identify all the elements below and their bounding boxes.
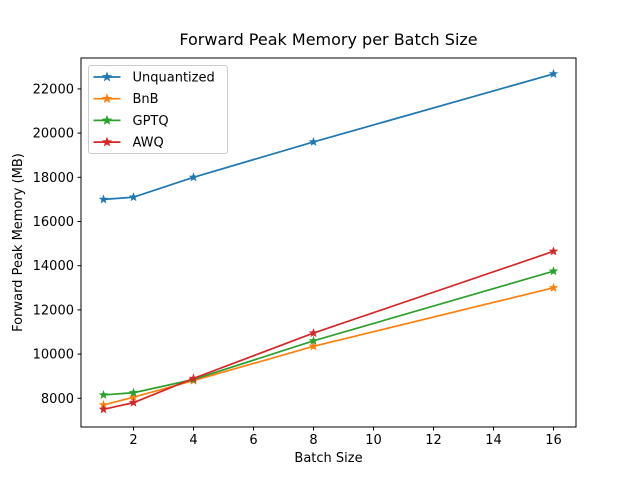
x-tick-label: 4	[189, 433, 197, 448]
legend: Unquantized BnB GPTQ AWQ	[88, 65, 228, 154]
series-group	[98, 68, 559, 414]
y-tick-label: 20000	[33, 127, 74, 142]
x-tick-label: 6	[249, 433, 257, 448]
data-point-marker-unquantized	[98, 194, 109, 204]
data-point-marker-awq	[548, 246, 559, 256]
x-tick-label: 16	[545, 433, 562, 448]
data-point-marker-unquantized	[308, 136, 319, 147]
data-point-marker-gptq	[128, 387, 139, 397]
legend-box	[88, 65, 228, 154]
data-point-marker-awq	[188, 373, 199, 383]
data-point-marker-awq	[308, 328, 319, 338]
legend-label-gptq: GPTQ	[133, 114, 169, 129]
legend-marker-unquantized	[101, 71, 113, 82]
data-point-marker-gptq	[98, 389, 109, 400]
y-tick-label: 22000	[33, 82, 74, 97]
data-point-marker-bnb	[308, 341, 319, 351]
data-point-marker-unquantized	[548, 68, 559, 78]
legend-marker-awq	[101, 136, 113, 147]
y-tick-label: 8000	[41, 392, 74, 407]
data-point-marker-awq	[98, 404, 109, 414]
x-axis-ticks: 2 4 6 8 10 12 14 16	[129, 427, 562, 448]
y-tick-label: 10000	[33, 348, 74, 363]
data-point-marker-bnb	[128, 392, 139, 402]
y-tick-label: 12000	[33, 303, 74, 318]
x-axis-label: Batch Size	[294, 451, 362, 466]
data-point-marker-unquantized	[128, 192, 139, 202]
axes-frame	[80, 57, 577, 428]
legend-label-unquantized: Unquantized	[133, 71, 215, 86]
data-point-marker-gptq	[548, 266, 559, 276]
legend-label-awq: AWQ	[133, 136, 164, 151]
x-tick-label: 8	[309, 433, 317, 448]
data-point-marker-gptq	[308, 335, 319, 345]
legend-marker-gptq	[101, 114, 113, 125]
y-tick-label: 18000	[33, 171, 74, 186]
legend-label-bnb: BnB	[133, 92, 159, 107]
y-tick-label: 14000	[33, 259, 74, 274]
y-tick-label: 16000	[33, 215, 74, 230]
data-point-marker-awq	[128, 397, 139, 407]
data-point-marker-bnb	[548, 282, 559, 292]
x-tick-label: 14	[485, 433, 502, 448]
data-point-marker-unquantized	[188, 172, 199, 182]
chart-title: Forward Peak Memory per Batch Size	[179, 30, 477, 49]
x-tick-label: 10	[365, 433, 382, 448]
legend-marker-bnb	[101, 93, 113, 104]
y-axis-ticks: 8000 10000 12000 14000 16000 18000 20000 22000	[33, 82, 81, 407]
x-tick-label: 2	[129, 433, 137, 448]
y-axis-label: Forward Peak Memory (MB)	[11, 153, 26, 332]
x-tick-label: 12	[425, 433, 442, 448]
